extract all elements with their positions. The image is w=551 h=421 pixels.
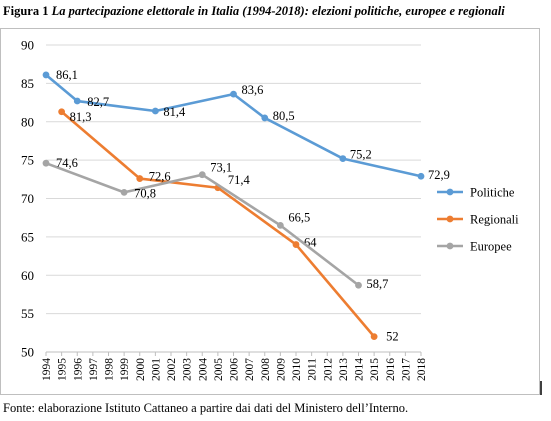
data-label-europee-2004: 73,1 [210,161,232,175]
data-point-politiche-1996 [73,97,81,105]
x-tick-label-2017: 2017 [400,358,412,381]
x-tick-label-2008: 2008 [260,358,272,381]
legend-marker-europee [446,242,454,250]
data-label-regionali-2000: 72,6 [149,170,171,184]
chart-frame [0,28,540,395]
data-label-regionali-1995: 81,3 [70,110,92,124]
y-tick-label-70: 70 [21,191,34,206]
data-point-politiche-2018 [417,172,425,180]
data-point-europee-2004 [198,171,206,179]
figure-number: Figura 1 [3,4,49,18]
y-tick-label-50: 50 [21,345,34,360]
legend-label-europee: Europee [470,240,512,254]
data-label-politiche-1996: 82,7 [87,95,109,109]
legend-label-politiche: Politiche [470,186,515,200]
y-tick-label-90: 90 [21,38,34,53]
x-tick-label-1995: 1995 [57,358,69,381]
data-point-politiche-2008 [261,114,269,122]
x-tick-label-1998: 1998 [104,358,116,381]
y-tick-label-65: 65 [21,229,34,244]
source-note: Fonte: elaborazione Istituto Cattaneo a … [3,401,409,415]
x-tick-label-2005: 2005 [213,358,225,381]
data-label-politiche-2018: 72,9 [428,168,450,182]
x-tick-label-2006: 2006 [229,358,241,381]
data-label-politiche-2001: 81,4 [163,105,186,119]
x-tick-label-2003: 2003 [182,358,194,381]
figure-title: La partecipazione elettorale in Italia (… [51,4,505,18]
data-point-politiche-1994 [42,71,50,79]
x-tick-label-1999: 1999 [119,358,131,381]
x-tick-label-2007: 2007 [244,358,256,381]
x-tick-label-2011: 2011 [307,358,319,381]
data-point-politiche-2001 [151,107,159,115]
data-point-europee-1999 [120,188,128,196]
legend-marker-politiche [446,188,454,196]
x-tick-label-1994: 1994 [41,358,53,381]
data-label-europee-1999: 70,8 [134,186,156,200]
x-tick-label-2018: 2018 [416,358,428,381]
data-point-regionali-2015 [370,333,378,341]
data-point-politiche-2013 [339,155,347,162]
x-tick-label-2012: 2012 [322,358,334,381]
data-label-europee-2009: 66,5 [288,210,310,224]
data-label-europee-2014: 58,7 [367,277,389,291]
x-tick-label-2001: 2001 [150,358,162,381]
data-point-europee-2009 [276,221,284,229]
series-line-europee [44,161,360,287]
y-tick-label-85: 85 [21,76,34,91]
data-point-regionali-2000 [136,175,144,182]
legend-label-regionali: Regionali [470,213,519,227]
figure-caption: Figura 1 La partecipazione elettorale in… [3,3,548,19]
data-point-regionali-2010 [292,241,300,248]
x-tick-label-2013: 2013 [338,358,350,381]
data-label-politiche-2008: 80,5 [273,109,295,123]
data-label-politiche-2006: 83,6 [242,83,264,97]
x-tick-label-2015: 2015 [369,358,381,381]
y-tick-label-75: 75 [21,153,34,168]
data-point-europee-2014 [355,281,362,289]
series-line-regionali [60,110,376,338]
x-tick-label-2016: 2016 [385,358,397,381]
data-label-regionali-2005: 71,4 [228,173,251,187]
y-tick-label-80: 80 [21,114,34,129]
data-point-regionali-1995 [58,108,66,116]
legend-marker-regionali [446,215,454,223]
x-tick-label-2010: 2010 [291,358,303,381]
data-label-politiche-2013: 75,2 [350,148,372,162]
x-tick-label-2004: 2004 [197,358,209,381]
data-label-europee-1994: 74,6 [56,156,78,170]
data-label-politiche-1994: 86,1 [56,68,78,82]
y-tick-label-60: 60 [21,268,34,283]
x-tick-label-2014: 2014 [354,358,366,381]
x-tick-label-2002: 2002 [166,358,178,381]
data-label-regionali-2015: 52 [386,330,399,344]
x-tick-label-2000: 2000 [135,358,147,381]
data-point-europee-1994 [42,159,50,167]
y-tick-label-55: 55 [21,306,34,321]
x-tick-label-1996: 1996 [72,358,84,381]
x-tick-label-2009: 2009 [275,358,287,381]
data-point-politiche-2006 [230,90,237,98]
x-tick-label-1997: 1997 [88,358,100,381]
